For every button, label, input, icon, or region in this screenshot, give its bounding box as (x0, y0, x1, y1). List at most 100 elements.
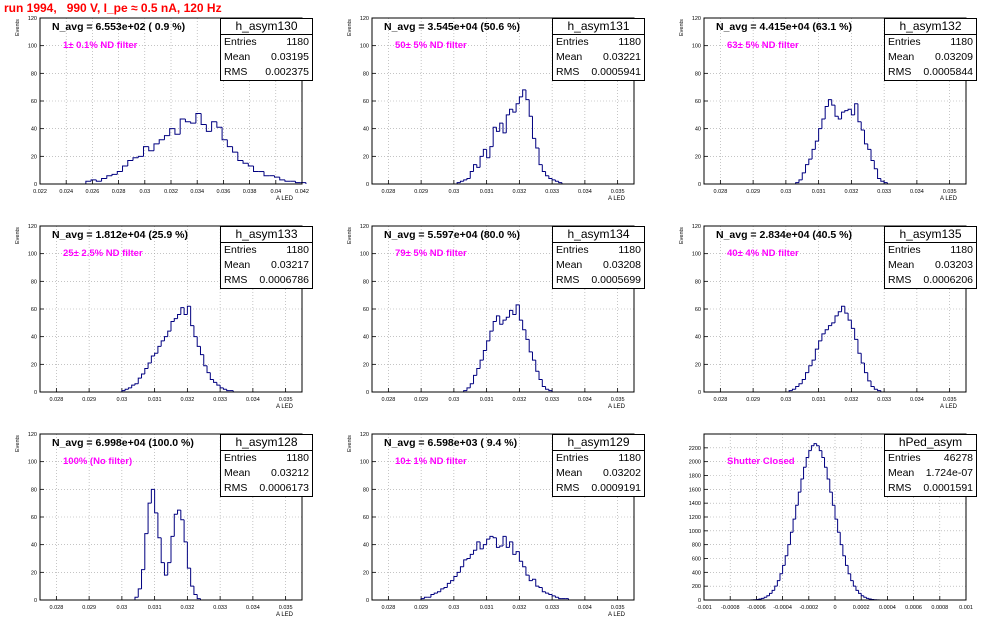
y-tick-label: 0 (698, 390, 701, 396)
y-tick-label: 80 (695, 279, 701, 285)
histogram-bin (864, 596, 867, 598)
histogram-bin (149, 147, 154, 151)
histogram-bin (866, 597, 869, 598)
stats-mean-label: Mean (556, 50, 582, 65)
histogram-name: h_asym132 (885, 19, 976, 35)
filter-label: 40± 4% ND filter (727, 248, 799, 259)
x-tick-label: 0.032 (180, 397, 194, 403)
stats-entries-value: 1180 (286, 451, 309, 466)
stats-rms-label: RMS (224, 273, 247, 288)
stats-entries-value: 1180 (618, 243, 641, 258)
y-tick-label: 20 (363, 154, 369, 160)
histogram-bin (480, 360, 483, 368)
y-tick-label: 80 (31, 487, 37, 493)
x-tick-label: 0.028 (381, 605, 395, 611)
stats-entries-label: Entries (556, 243, 589, 258)
stats-mean-label: Mean (888, 466, 914, 481)
y-tick-label: 400 (692, 570, 701, 576)
histogram-bin (102, 178, 107, 181)
y-tick-label: 60 (695, 307, 701, 313)
x-tick-label: 0.031 (480, 605, 494, 611)
filter-label: 10± 1% ND filter (395, 456, 467, 467)
y-tick-label: 120 (360, 224, 369, 230)
histogram-bin (470, 384, 473, 388)
histogram-bin (135, 384, 138, 385)
histogram-bin (133, 158, 138, 161)
histogram-bin (811, 446, 814, 451)
histogram-bin (835, 316, 838, 323)
stats-entries-label: Entries (556, 451, 589, 466)
histogram-bin (197, 337, 200, 347)
y-tick-label: 100 (360, 44, 369, 50)
histogram-bin (159, 140, 164, 144)
y-tick-label: 40 (31, 335, 37, 341)
histogram-bin (819, 446, 822, 451)
histogram-bin (168, 331, 171, 337)
histogram-bin (843, 545, 846, 556)
histogram-bin (181, 510, 184, 520)
stats-mean-label: Mean (556, 466, 582, 481)
histogram-bin (493, 536, 496, 537)
histogram-bin (500, 546, 503, 547)
histogram-bin (827, 467, 830, 479)
histogram-bin (812, 360, 815, 366)
histogram-bin (174, 319, 177, 322)
histogram-bin (519, 97, 522, 104)
histogram-bin (858, 339, 861, 353)
x-tick-label: 0.034 (190, 189, 204, 195)
histogram-bin (295, 181, 300, 182)
histogram-bin (264, 172, 269, 176)
n-avg-label: N_avg = 6.998e+04 (100.0 %) (52, 437, 194, 449)
y-axis-label: Events (679, 227, 685, 244)
histogram-bin (559, 597, 562, 598)
x-tick-label: 0.03 (117, 605, 128, 611)
histogram-bin (194, 326, 197, 337)
histogram-bin (874, 160, 877, 168)
histogram-bin (112, 174, 117, 175)
y-tick-label: 100 (28, 252, 37, 258)
x-tick-label: 0.026 (86, 189, 100, 195)
x-tick-label: 0.03 (781, 189, 792, 195)
x-tick-label: 0.033 (545, 605, 559, 611)
y-tick-label: 40 (31, 127, 37, 133)
stats-mean-value: 0.03221 (603, 50, 641, 65)
stats-mean-value: 0.03202 (603, 466, 641, 481)
histogram-bin (490, 331, 493, 341)
histogram-bin (460, 181, 463, 182)
stats-rms-label: RMS (556, 273, 579, 288)
n-avg-label: N_avg = 4.415e+04 (63.1 %) (716, 21, 852, 33)
y-axis-label: Events (15, 19, 21, 36)
x-tick-label: 0.031 (480, 397, 494, 403)
histogram-bin (815, 141, 818, 149)
histogram-bin (477, 368, 480, 375)
y-tick-label: 800 (692, 543, 701, 549)
histogram-bin (212, 122, 217, 132)
y-tick-label: 0 (366, 598, 369, 604)
histogram-bin (185, 119, 190, 122)
y-axis-label: Events (347, 227, 353, 244)
stats-rms-label: RMS (556, 65, 579, 80)
histogram-bin (200, 346, 203, 354)
histogram-bin (138, 378, 141, 384)
histogram-bin (91, 180, 96, 181)
histogram-bin (856, 586, 859, 590)
histogram-bin (214, 380, 217, 383)
histogram-name: h_asym130 (221, 19, 312, 35)
filter-label: 1± 0.1% ND filter (63, 40, 137, 51)
stats-row-mean: Mean 0.03202 (553, 466, 644, 481)
histogram-bin (444, 588, 447, 589)
x-tick-label: 0.031 (480, 189, 494, 195)
histogram-bin (154, 144, 159, 151)
histogram-bin (855, 328, 858, 339)
y-tick-label: 80 (31, 71, 37, 77)
histogram-bin (536, 360, 539, 371)
histogram-bin (861, 353, 864, 363)
